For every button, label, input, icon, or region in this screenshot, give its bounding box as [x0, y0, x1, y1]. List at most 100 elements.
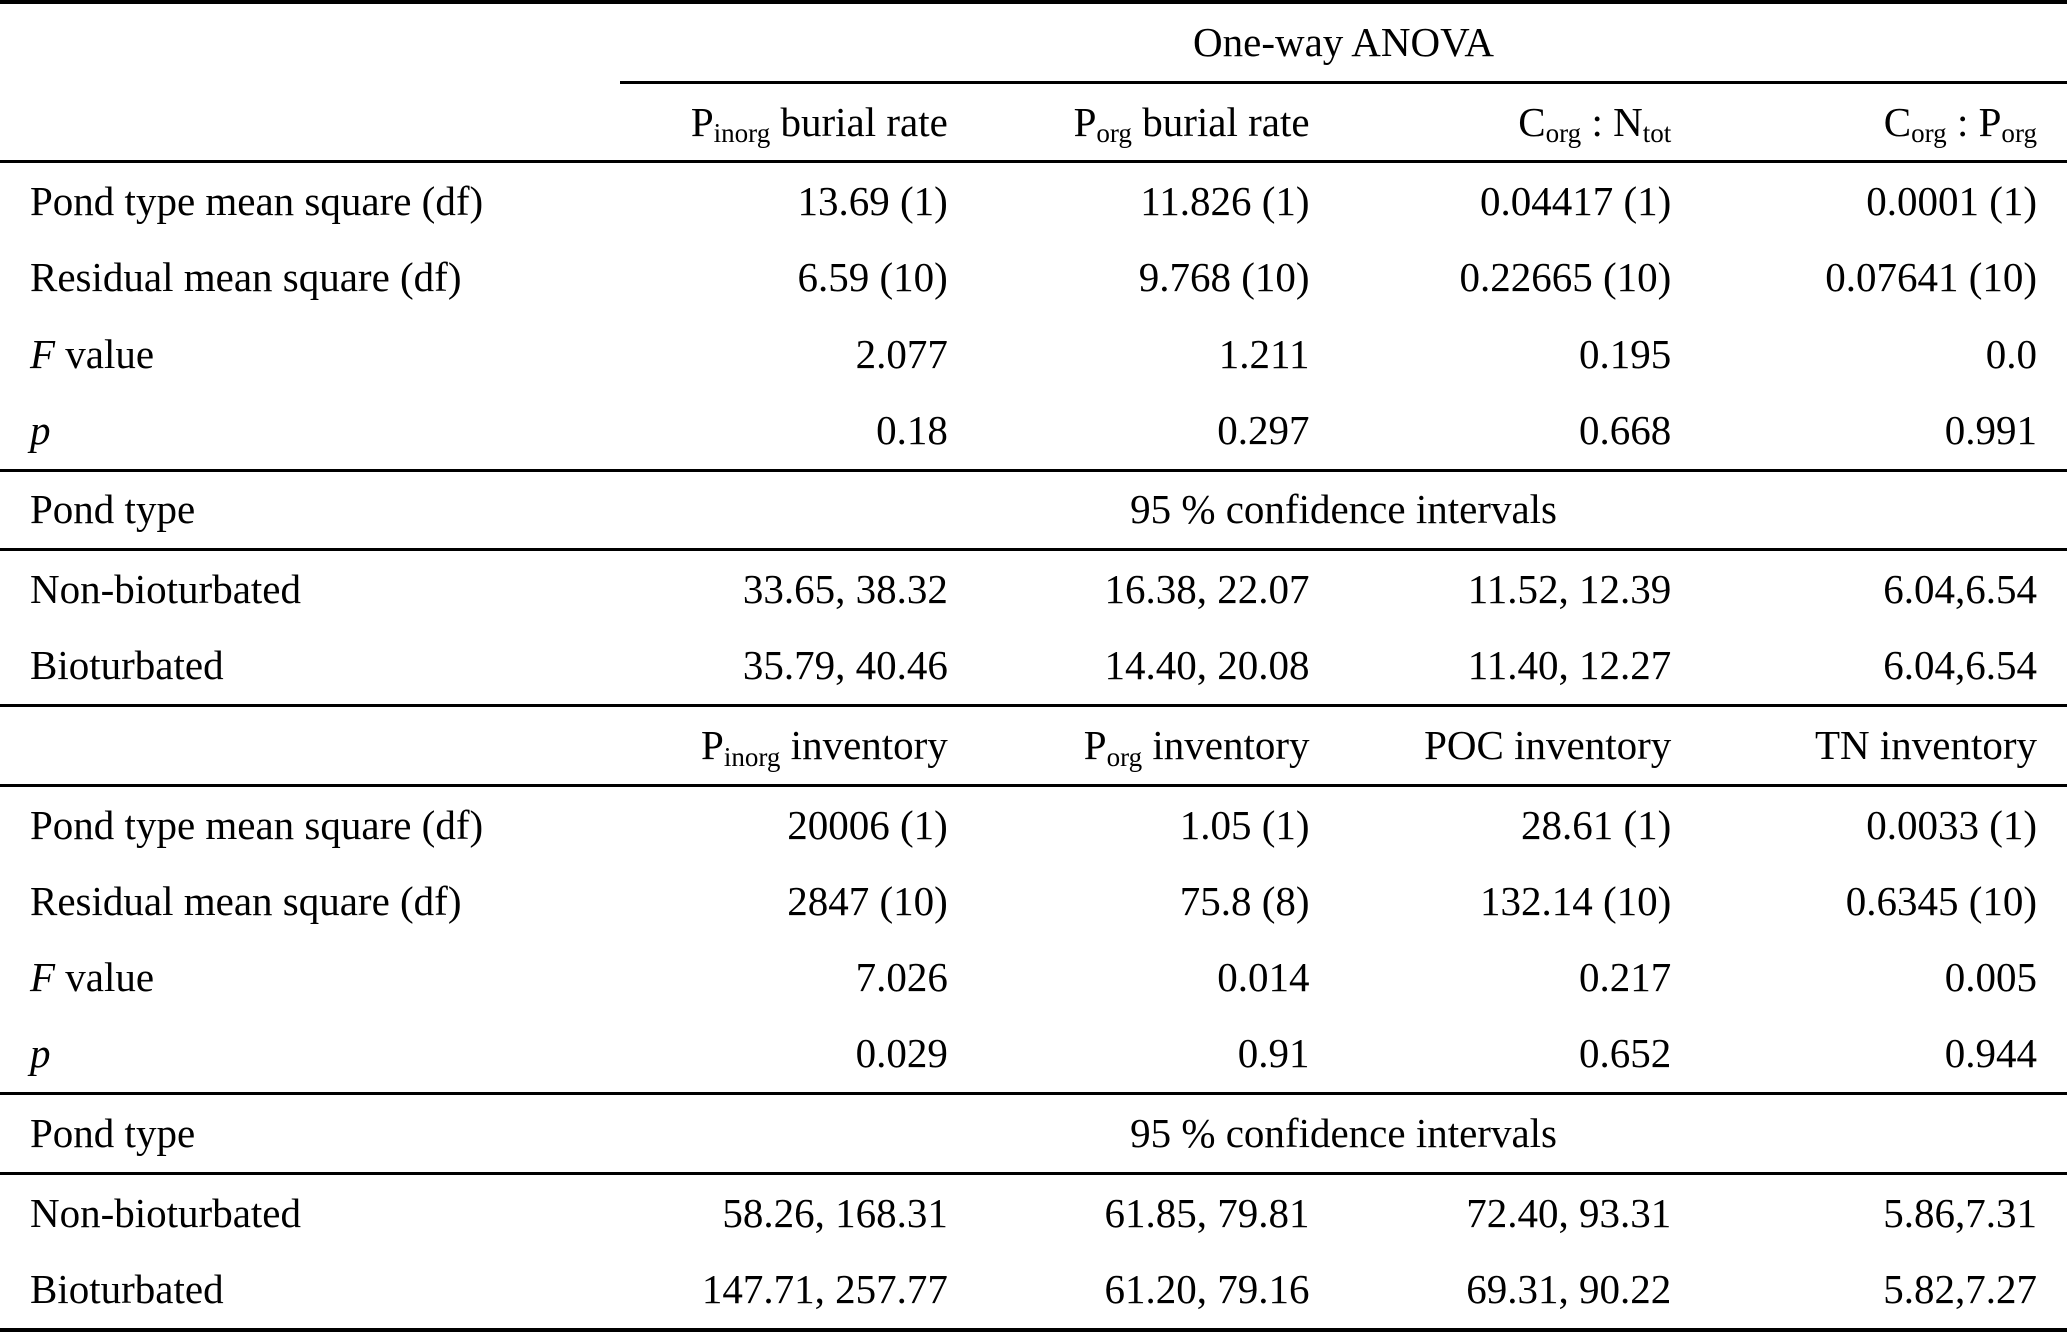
- cell-value: 7.026: [855, 954, 948, 1001]
- text-segment: value: [55, 330, 155, 377]
- cell-value: 14.40, 20.08: [1104, 642, 1310, 689]
- cell-value: 0.0033 (1): [1866, 801, 2037, 848]
- pond-type-label: Pond type: [0, 468, 621, 552]
- cell-value: 0.0001 (1): [1866, 178, 2037, 225]
- text-segment: Residual mean square (df): [30, 877, 462, 924]
- table-row: Non-bioturbated 58.26, 168.31 61.85, 79.…: [0, 1173, 2067, 1251]
- table-row: Bioturbated 147.71, 257.77 61.20, 79.16 …: [0, 1251, 2067, 1330]
- text-segment: C: [1518, 98, 1546, 145]
- text-segment: : P: [1946, 98, 2002, 145]
- cell-value: 75.8 (8): [1179, 877, 1310, 924]
- table-row: F value 2.077 1.211 0.195 0.0: [0, 316, 2067, 392]
- anova-title-row: One-way ANOVA: [0, 2, 2067, 84]
- ci-title: 95 % confidence intervals: [620, 468, 2067, 552]
- text-segment: P: [701, 722, 724, 769]
- cell-value: 6.59 (10): [797, 254, 948, 301]
- table-row: Pond type mean square (df) 13.69 (1) 11.…: [0, 162, 2067, 240]
- row-label: Residual mean square (df): [0, 240, 620, 316]
- cell-value: 0.005: [1944, 954, 2037, 1001]
- cell-value: 0.652: [1579, 1030, 1672, 1077]
- ci-header-row: Pond type 95 % confidence intervals: [0, 1092, 2067, 1175]
- cell-value: 61.20, 79.16: [1104, 1266, 1310, 1313]
- section1-header-row: Pinorg burial rate Porg burial rate Corg…: [0, 82, 2067, 164]
- cell-value: 28.61 (1): [1520, 801, 1672, 848]
- subscript-text: org: [1911, 118, 1947, 149]
- header-spacer: [0, 82, 621, 164]
- cell-value: 35.79, 40.46: [742, 642, 948, 689]
- cell-value: 0.91: [1237, 1030, 1310, 1077]
- text-segment: value: [55, 954, 155, 1001]
- row-label: p: [0, 392, 620, 470]
- cell-value: 0.944: [1944, 1030, 2037, 1077]
- column-header-corg-ntot: Corg : Ntot: [1343, 82, 1706, 164]
- row-label: Bioturbated: [30, 642, 224, 689]
- cell-value: 132.14 (10): [1479, 877, 1672, 924]
- text-segment: F: [30, 954, 56, 1001]
- text-segment: Pond type mean square (df): [30, 801, 484, 848]
- cell-value: 72.40, 93.31: [1466, 1189, 1672, 1236]
- subscript-text: inorg: [723, 741, 781, 772]
- cell-value: 0.07641 (10): [1825, 254, 2037, 301]
- cell-value: 0.04417 (1): [1479, 178, 1672, 225]
- cell-value: 11.52, 12.39: [1467, 566, 1672, 613]
- text-segment: inventory: [1142, 722, 1310, 769]
- ci-title: 95 % confidence intervals: [620, 1092, 2067, 1175]
- header-spacer: [0, 704, 621, 787]
- cell-value: 2.077: [855, 330, 948, 377]
- row-label: Residual mean square (df): [0, 863, 620, 939]
- cell-value: 33.65, 38.32: [742, 566, 948, 613]
- cell-value: 58.26, 168.31: [722, 1189, 948, 1236]
- table-row: Residual mean square (df) 2847 (10) 75.8…: [0, 863, 2067, 939]
- subscript-text: org: [2001, 118, 2037, 149]
- column-header-porg-burial-rate: Porg burial rate: [981, 82, 1344, 164]
- anova-title: One-way ANOVA: [620, 2, 2067, 84]
- row-label: Bioturbated: [30, 1266, 224, 1313]
- cell-value: 0.195: [1579, 330, 1672, 377]
- text-segment: Pond type mean square (df): [30, 178, 484, 225]
- cell-value: 5.82,7.27: [1883, 1266, 2037, 1313]
- table-row: Non-bioturbated 33.65, 38.32 16.38, 22.0…: [0, 550, 2067, 628]
- text-segment: burial rate: [770, 98, 948, 145]
- cell-value: 1.211: [1218, 330, 1310, 377]
- column-header-porg-inventory: Porg inventory: [981, 704, 1344, 787]
- cell-value: 0.991: [1944, 406, 2037, 453]
- cell-value: 0.297: [1217, 406, 1310, 453]
- ci-header-row: Pond type 95 % confidence intervals: [0, 468, 2067, 552]
- cell-value: 6.04,6.54: [1883, 642, 2037, 689]
- subscript-text: inorg: [713, 118, 771, 149]
- text-segment: P: [1083, 722, 1107, 769]
- column-header-tn-inventory: TN inventory: [1705, 704, 2067, 787]
- text-segment: P: [690, 98, 714, 145]
- row-label: Non-bioturbated: [30, 1189, 301, 1236]
- text-segment: TN inventory: [1814, 722, 2037, 769]
- column-header-corg-porg: Corg : Porg: [1705, 82, 2067, 164]
- row-label: Non-bioturbated: [30, 566, 301, 613]
- pond-type-label: Pond type: [0, 1092, 621, 1175]
- table-row: Bioturbated 35.79, 40.46 14.40, 20.08 11…: [0, 628, 2067, 706]
- row-label: Pond type mean square (df): [0, 162, 620, 240]
- text-segment: POC inventory: [1424, 722, 1672, 769]
- column-header-poc-inventory: POC inventory: [1343, 704, 1706, 787]
- cell-value: 1.05 (1): [1179, 801, 1310, 848]
- cell-value: 2847 (10): [787, 877, 948, 924]
- cell-value: 6.04,6.54: [1883, 566, 2037, 613]
- row-label: p: [0, 1016, 620, 1094]
- corner-spacer: [0, 2, 620, 82]
- table-row: F value 7.026 0.014 0.217 0.005: [0, 940, 2067, 1016]
- table-row: Residual mean square (df) 6.59 (10) 9.76…: [0, 240, 2067, 316]
- text-segment: P: [1073, 98, 1097, 145]
- column-header-pinorg-burial-rate: Pinorg burial rate: [620, 82, 982, 164]
- cell-value: 147.71, 257.77: [701, 1266, 948, 1313]
- cell-value: 16.38, 22.07: [1104, 566, 1310, 613]
- cell-value: 20006 (1): [787, 801, 948, 848]
- text-segment: F: [30, 330, 56, 377]
- cell-value: 11.826 (1): [1140, 178, 1310, 225]
- section2-header-row: Pinorg inventory Porg inventory POC inve…: [0, 704, 2067, 787]
- column-header-pinorg-inventory: Pinorg inventory: [620, 704, 982, 787]
- cell-value: 0.029: [855, 1030, 948, 1077]
- subscript-text: org: [1096, 118, 1132, 149]
- text-segment: C: [1883, 98, 1912, 145]
- subscript-text: org: [1545, 118, 1582, 149]
- cell-value: 11.40, 12.27: [1467, 642, 1672, 689]
